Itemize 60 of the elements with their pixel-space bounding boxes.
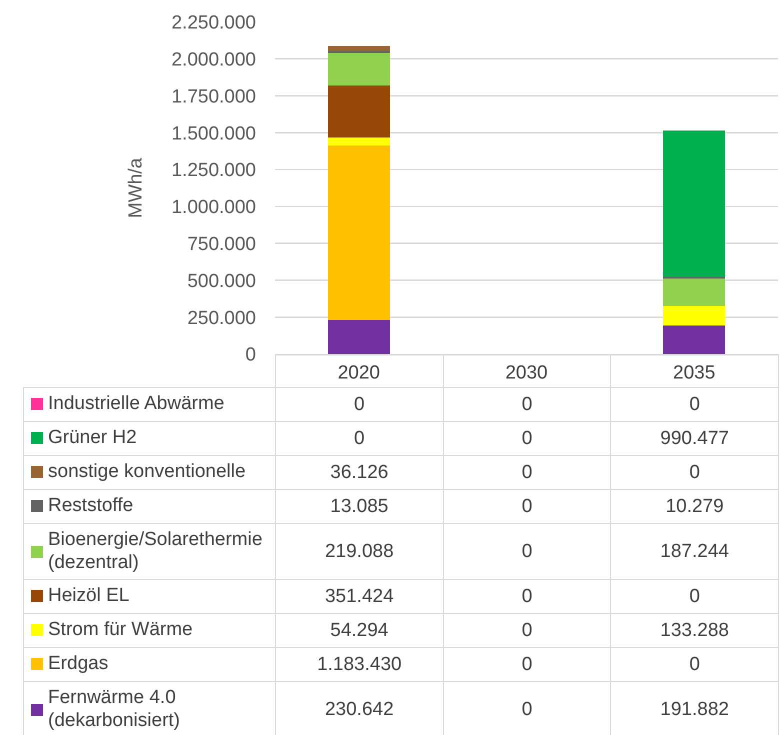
bar <box>328 46 390 52</box>
x-tick-label: 2030 <box>505 362 548 384</box>
data-label: 0 <box>689 394 700 414</box>
legend-label: Industrielle Abwärme <box>48 393 226 416</box>
y-tick-label: 1.000.000 <box>171 197 256 218</box>
bar <box>328 145 390 320</box>
y-axis-title: MWh/a <box>125 157 146 218</box>
data-label: 0 <box>522 586 532 606</box>
y-tick-label: 0 <box>245 344 256 366</box>
bar <box>328 85 390 138</box>
y-tick-label: 750.000 <box>187 234 256 255</box>
y-tick-label: 2.000.000 <box>171 50 256 71</box>
bar <box>663 278 726 306</box>
y-tick-label: 1.750.000 <box>171 86 256 108</box>
data-label: 0 <box>522 496 532 516</box>
data-label: 133.288 <box>660 620 729 640</box>
x-tick-label: 2035 <box>673 362 716 384</box>
x-tick-label: 2020 <box>338 362 380 384</box>
bar <box>663 326 726 354</box>
data-label: 219.088 <box>324 540 394 562</box>
bar <box>663 306 726 326</box>
legend-label: sonstige konventionelle <box>48 461 247 484</box>
data-label: 230.642 <box>324 698 394 720</box>
data-label: 0 <box>522 698 532 720</box>
y-tick-label: 500.000 <box>187 270 256 292</box>
data-label: 0 <box>354 428 365 448</box>
data-label: 0 <box>522 540 532 562</box>
data-label: 351.424 <box>324 586 394 606</box>
data-label: 54.294 <box>330 620 388 640</box>
data-label: 191.882 <box>660 698 729 720</box>
legend-label: Erdgas <box>48 653 110 676</box>
y-tick-label: 1.500.000 <box>171 123 256 144</box>
data-label: 0 <box>522 394 532 414</box>
data-label: 13.085 <box>330 496 388 516</box>
data-label: 0 <box>522 462 532 482</box>
legend-label: Bioenergie/Solarethermie (dezentral) <box>48 528 264 574</box>
data-label: 36.126 <box>330 462 388 482</box>
legend-label: Heizöl EL <box>48 585 130 608</box>
legend-label: Reststoffe <box>48 495 134 518</box>
y-tick-label: 2.250.000 <box>171 12 256 34</box>
data-label: 0 <box>522 620 532 640</box>
bar <box>328 320 390 354</box>
y-tick-label: 1.250.000 <box>171 160 256 182</box>
bar <box>328 137 390 146</box>
data-label: 0 <box>522 654 532 674</box>
data-label: 0 <box>522 428 532 448</box>
legend-label: Grüner H2 <box>48 427 138 450</box>
data-label: 0 <box>689 654 700 674</box>
legend-label: Strom für Wärme <box>48 619 194 642</box>
data-label: 187.244 <box>660 540 729 562</box>
y-tick-label: 250.000 <box>187 308 256 329</box>
data-label: 1.183.430 <box>317 654 402 674</box>
bar <box>328 53 390 86</box>
data-label: 10.279 <box>666 496 724 516</box>
bar <box>663 130 726 277</box>
data-label: 0 <box>689 586 700 606</box>
data-label: 0 <box>354 394 365 414</box>
legend-label: Fernwärme 4.0 (dekarbonisiert) <box>48 686 181 732</box>
data-label: 0 <box>689 462 700 482</box>
data-label: 990.477 <box>660 428 729 448</box>
